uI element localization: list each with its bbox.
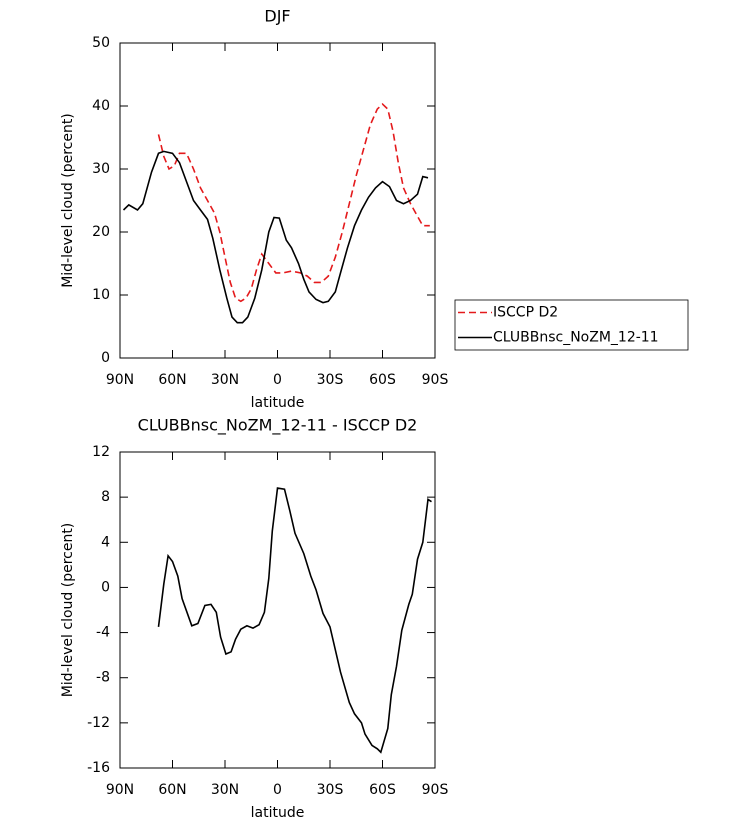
- x-tick-label: 30S: [317, 782, 344, 798]
- x-tick-label: 90S: [422, 782, 449, 798]
- x-tick-label: 60N: [158, 782, 186, 798]
- x-axis-label: latitude: [251, 395, 305, 411]
- y-tick-label: 30: [92, 161, 110, 177]
- x-tick-label: 60S: [369, 782, 396, 798]
- legend-label: CLUBBnsc_NoZM_12-11: [493, 330, 659, 346]
- y-tick-label: 0: [101, 350, 110, 366]
- y-tick-label: -12: [87, 715, 110, 731]
- legend-label: ISCCP D2: [493, 305, 558, 321]
- y-tick-label: -8: [96, 670, 110, 686]
- y-tick-label: 10: [92, 287, 110, 303]
- x-axis-label: latitude: [251, 805, 305, 821]
- data-line: [157, 102, 430, 303]
- x-tick-label: 0: [273, 782, 282, 798]
- x-tick-label: 90N: [106, 782, 134, 798]
- y-axis-label: Mid-level cloud (percent): [60, 113, 76, 288]
- x-tick-label: 30N: [211, 372, 239, 388]
- x-tick-label: 30N: [211, 782, 239, 798]
- y-tick-label: 50: [92, 35, 110, 51]
- chart-title: CLUBBnsc_NoZM_12-11 - ISCCP D2: [138, 416, 418, 436]
- data-line: [122, 150, 429, 324]
- y-tick-label: 12: [92, 444, 110, 460]
- x-tick-label: 60S: [369, 372, 396, 388]
- legend-box: [454, 299, 689, 351]
- plot-frame: [119, 451, 436, 769]
- y-axis-label: Mid-level cloud (percent): [60, 523, 76, 698]
- y-tick-label: 8: [101, 489, 110, 505]
- chart-title: DJF: [264, 7, 290, 26]
- y-tick-label: 40: [92, 98, 110, 114]
- x-tick-label: 30S: [317, 372, 344, 388]
- plot-frame: [119, 42, 436, 359]
- y-tick-label: 0: [101, 579, 110, 595]
- x-tick-label: 0: [273, 372, 282, 388]
- y-tick-label: -16: [87, 760, 110, 776]
- x-tick-label: 60N: [158, 372, 186, 388]
- data-line: [157, 487, 432, 754]
- y-tick-label: 4: [101, 534, 110, 550]
- y-tick-label: -4: [96, 625, 110, 641]
- x-tick-label: 90S: [422, 372, 449, 388]
- y-tick-label: 20: [92, 224, 110, 240]
- x-tick-label: 90N: [106, 372, 134, 388]
